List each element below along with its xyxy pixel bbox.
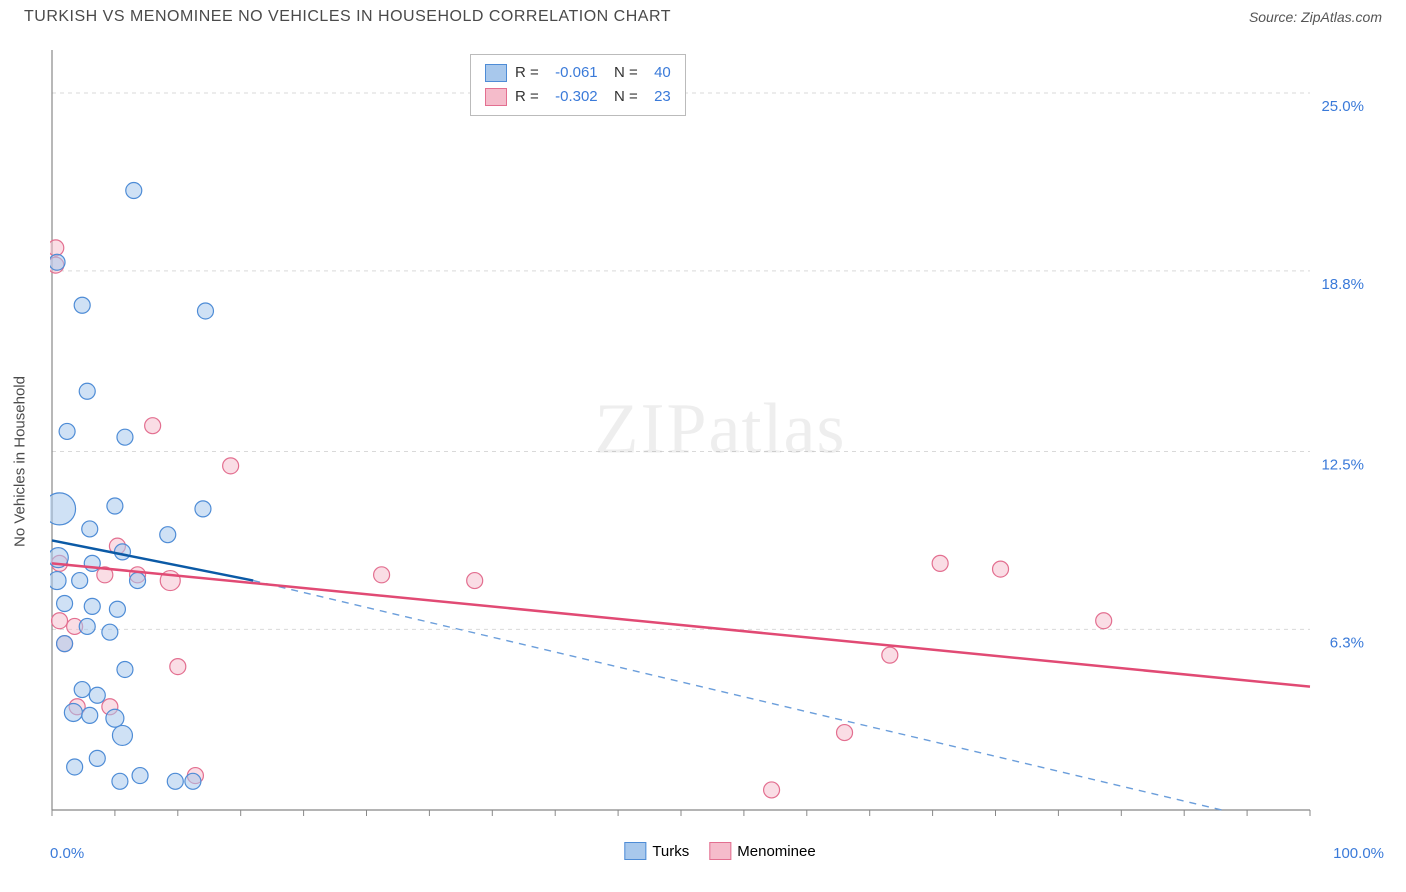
source-attribution: Source: ZipAtlas.com <box>1249 9 1382 25</box>
y-axis-label: No Vehicles in Household <box>12 376 29 547</box>
correlation-scatter-chart: 6.3% 12.5% 18.8% 25.0% <box>50 48 1370 836</box>
swatch-menominee <box>485 88 507 106</box>
swatch-menominee-icon <box>709 842 731 860</box>
stats-legend: R = -0.061 N = 40 R = -0.302 N = 23 <box>470 54 686 116</box>
plot-area: No Vehicles in Household 6.3%12.5%18.8%2… <box>50 48 1390 858</box>
svg-text:25.0%: 25.0% <box>1321 98 1364 115</box>
swatch-turks-icon <box>624 842 646 860</box>
x-axis-max-label: 100.0% <box>1333 845 1384 862</box>
swatch-turks <box>485 64 507 82</box>
x-axis-min-label: 0.0% <box>50 845 84 862</box>
legend-item-turks: Turks <box>624 842 689 860</box>
stats-legend-row-turks: R = -0.061 N = 40 <box>485 61 671 85</box>
legend-item-menominee: Menominee <box>709 842 815 860</box>
stats-legend-row-menominee: R = -0.302 N = 23 <box>485 85 671 109</box>
chart-title: TURKISH VS MENOMINEE NO VEHICLES IN HOUS… <box>24 8 671 26</box>
svg-text:6.3%: 6.3% <box>1330 634 1364 651</box>
svg-text:18.8%: 18.8% <box>1321 276 1364 293</box>
series-legend: Turks Menominee <box>624 842 815 860</box>
svg-text:12.5%: 12.5% <box>1321 457 1364 474</box>
